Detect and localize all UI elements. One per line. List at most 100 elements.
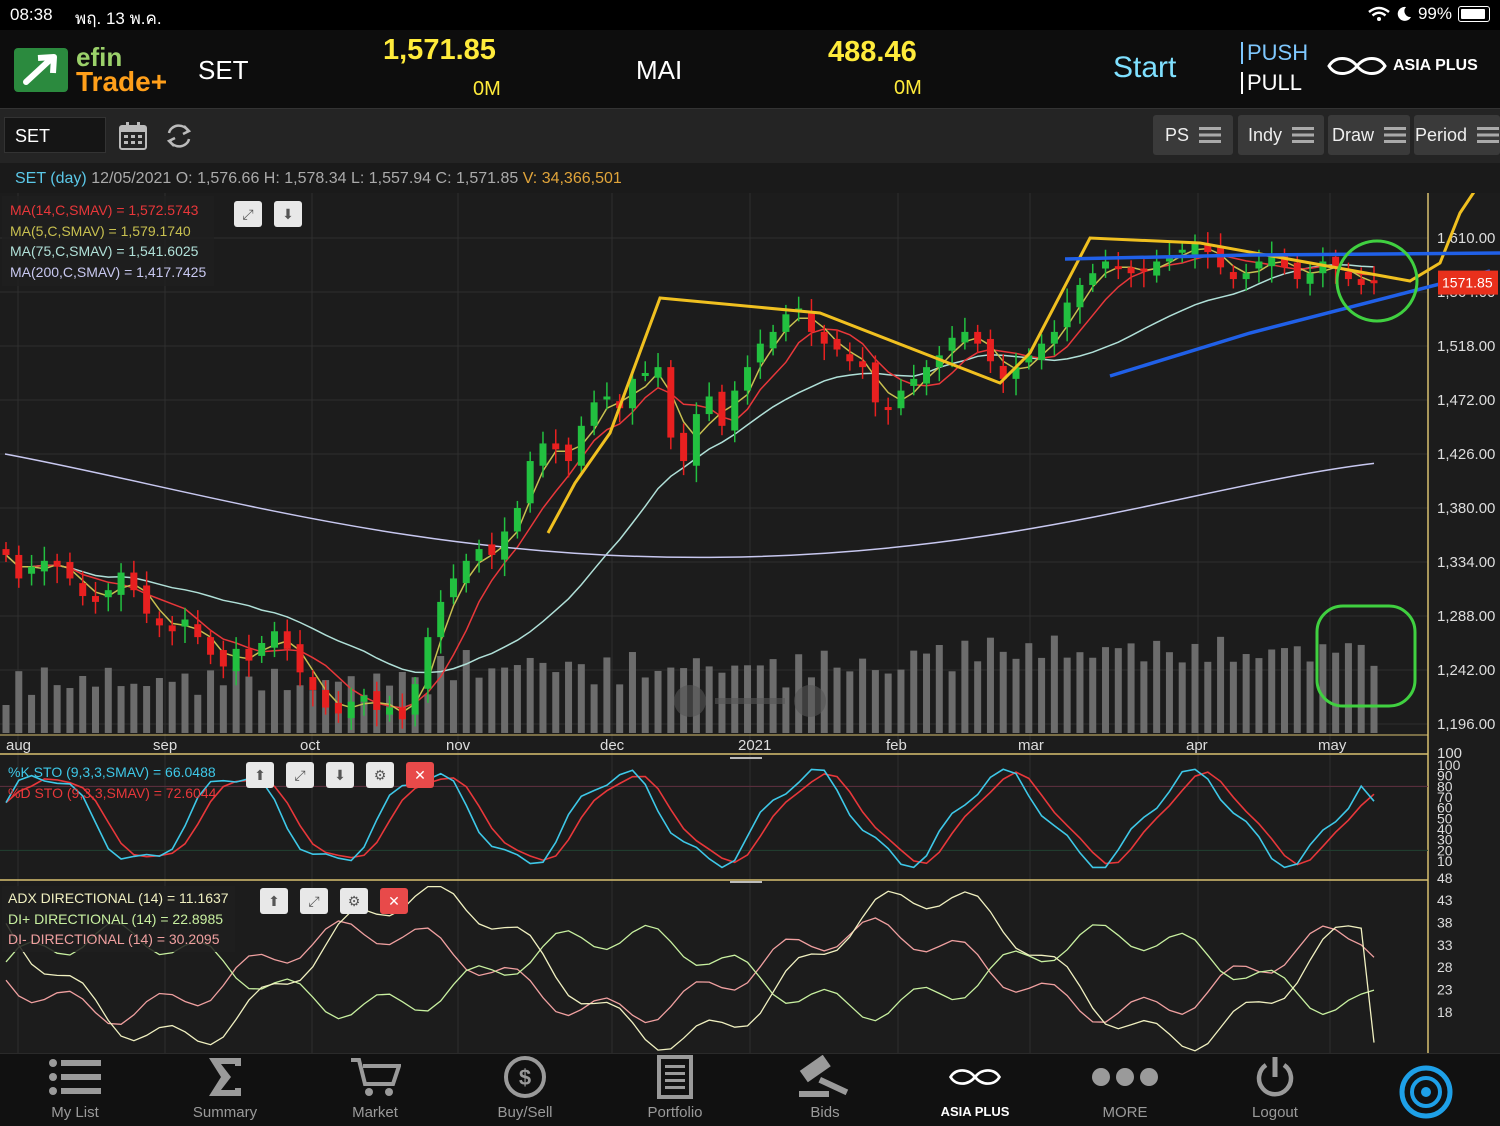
candle-body — [769, 331, 777, 349]
candle-body — [309, 677, 317, 690]
open-label: O: — [175, 170, 193, 187]
close-label: C: — [435, 170, 452, 187]
candle-body — [859, 361, 867, 368]
gear-icon[interactable]: ⚙ — [366, 762, 394, 788]
nav-logout[interactable]: Logout — [1200, 1054, 1350, 1126]
nav-market[interactable]: Market — [300, 1054, 450, 1126]
volume-bar — [871, 670, 879, 733]
power-icon — [1200, 1054, 1350, 1100]
more-icon — [1050, 1054, 1200, 1100]
candle-body — [833, 338, 841, 350]
candle-body — [475, 549, 483, 561]
candle-body — [411, 684, 419, 715]
price-chart[interactable]: 1,610.001,564.001,518.001,472.001,426.00… — [0, 182, 1500, 1053]
candle-body — [1089, 273, 1097, 285]
candle-body — [1357, 279, 1365, 285]
sto-axis-label: 70 — [1437, 789, 1453, 805]
volume-bar — [475, 677, 483, 733]
scroll-handle-left[interactable] — [674, 685, 706, 717]
expand-icon[interactable]: ⤢ — [300, 888, 328, 914]
candle-body — [680, 432, 688, 462]
calendar-icon[interactable] — [118, 121, 148, 156]
candle-body — [437, 601, 445, 638]
sto-axis-label: 100 — [1437, 757, 1461, 773]
nav-label: Bids — [810, 1104, 840, 1121]
x-axis-label: may — [1318, 737, 1347, 754]
volume-bar — [207, 670, 215, 733]
set-index-value: 1,571.85 — [383, 34, 496, 66]
volume-bar — [833, 667, 841, 733]
x-axis-label: nov — [446, 737, 471, 754]
menu-icon — [1292, 127, 1315, 143]
nav-bids[interactable]: Bids — [750, 1054, 900, 1126]
scroll-handle-right[interactable] — [794, 685, 826, 717]
period-button[interactable]: Period — [1414, 115, 1500, 155]
arrow-down-icon[interactable]: ⬇ — [326, 762, 354, 788]
low-label: L: — [350, 170, 365, 187]
set-market-label[interactable]: SET — [198, 55, 249, 85]
candle-body — [667, 367, 675, 438]
nav-summary[interactable]: Summary — [150, 1054, 300, 1126]
candle-body — [117, 572, 125, 595]
nav-portfolio[interactable]: Portfolio — [600, 1054, 750, 1126]
symbol-input[interactable]: SET — [4, 117, 106, 153]
app-header: efin Trade+ SET 1,571.85 0M MAI 488.46 0… — [0, 30, 1500, 109]
x-axis-label: oct — [300, 737, 321, 754]
arrow-down-icon[interactable]: ⬇ — [274, 201, 302, 227]
volume-bar — [641, 677, 649, 733]
volume-bar — [91, 686, 99, 733]
expand-icon[interactable]: ⤢ — [286, 762, 314, 788]
volume-bar — [1204, 661, 1212, 733]
nav-asia-plus[interactable]: ASIA PLUS — [900, 1054, 1050, 1126]
sto-axis-label: 80 — [1437, 778, 1453, 794]
efin-logo-icon[interactable] — [14, 48, 68, 92]
gear-icon[interactable]: ⚙ — [340, 888, 368, 914]
candle-body — [347, 701, 355, 719]
nav-buy-sell[interactable]: $ Buy/Sell — [450, 1054, 600, 1126]
volume-bar — [1050, 635, 1058, 733]
indy-button[interactable]: Indy — [1238, 115, 1324, 155]
sto-axis-label: 10 — [1437, 853, 1453, 869]
draw-button[interactable]: Draw — [1328, 115, 1410, 155]
candle-body — [731, 390, 739, 431]
gavel-icon — [750, 1054, 900, 1100]
symbol-period: SET (day) — [15, 170, 87, 187]
asia-plus-brand: ASIA PLUS — [1325, 54, 1478, 78]
arrow-up-icon[interactable]: ⬆ — [246, 762, 274, 788]
volume-bar — [1306, 661, 1314, 733]
ma75-line — [5, 263, 1375, 674]
volume-bar — [15, 671, 23, 733]
volume-bar — [948, 671, 956, 733]
price-axis-label: 1,518.00 — [1437, 338, 1495, 355]
volume-bar — [245, 676, 253, 733]
price-axis-label: 1,196.00 — [1437, 716, 1495, 733]
pull-button[interactable]: PULL — [1241, 72, 1302, 94]
candle-body — [373, 691, 381, 710]
adx-axis-label: 38 — [1437, 914, 1453, 930]
chart-area[interactable]: 1,610.001,564.001,518.001,472.001,426.00… — [0, 182, 1500, 1053]
start-button[interactable]: Start — [1113, 51, 1177, 84]
status-time: 08:38 — [10, 5, 53, 24]
push-button[interactable]: PUSH — [1241, 42, 1308, 64]
candle-body — [1076, 284, 1084, 308]
price-axis-label: 1,610.00 — [1437, 230, 1495, 247]
nav-more[interactable]: MORE — [1050, 1054, 1200, 1126]
refresh-icon[interactable] — [164, 121, 194, 156]
period-label: Period — [1414, 124, 1468, 145]
close-icon[interactable]: ✕ — [380, 888, 408, 914]
menu-icon — [1199, 127, 1221, 143]
close-icon[interactable]: ✕ — [406, 762, 434, 788]
assistant-icon[interactable] — [1398, 1064, 1454, 1125]
ps-button[interactable]: PS — [1153, 115, 1233, 155]
volume-bar — [897, 669, 905, 733]
volume-bar — [1114, 648, 1122, 733]
price-axis-label: 1,426.00 — [1437, 446, 1495, 463]
sto-legend-item-1: %D STO (9,3,3,SMAV) = 72.6044 — [8, 784, 217, 801]
nav-my-list[interactable]: My List — [0, 1054, 150, 1126]
arrow-up-icon[interactable]: ⬆ — [260, 888, 288, 914]
expand-icon[interactable]: ⤢ — [234, 201, 262, 227]
volume-value: 34,366,501 — [541, 170, 622, 187]
mai-market-label[interactable]: MAI — [636, 55, 683, 85]
candle-body — [334, 702, 342, 714]
price-axis-label: 1,380.00 — [1437, 500, 1495, 517]
